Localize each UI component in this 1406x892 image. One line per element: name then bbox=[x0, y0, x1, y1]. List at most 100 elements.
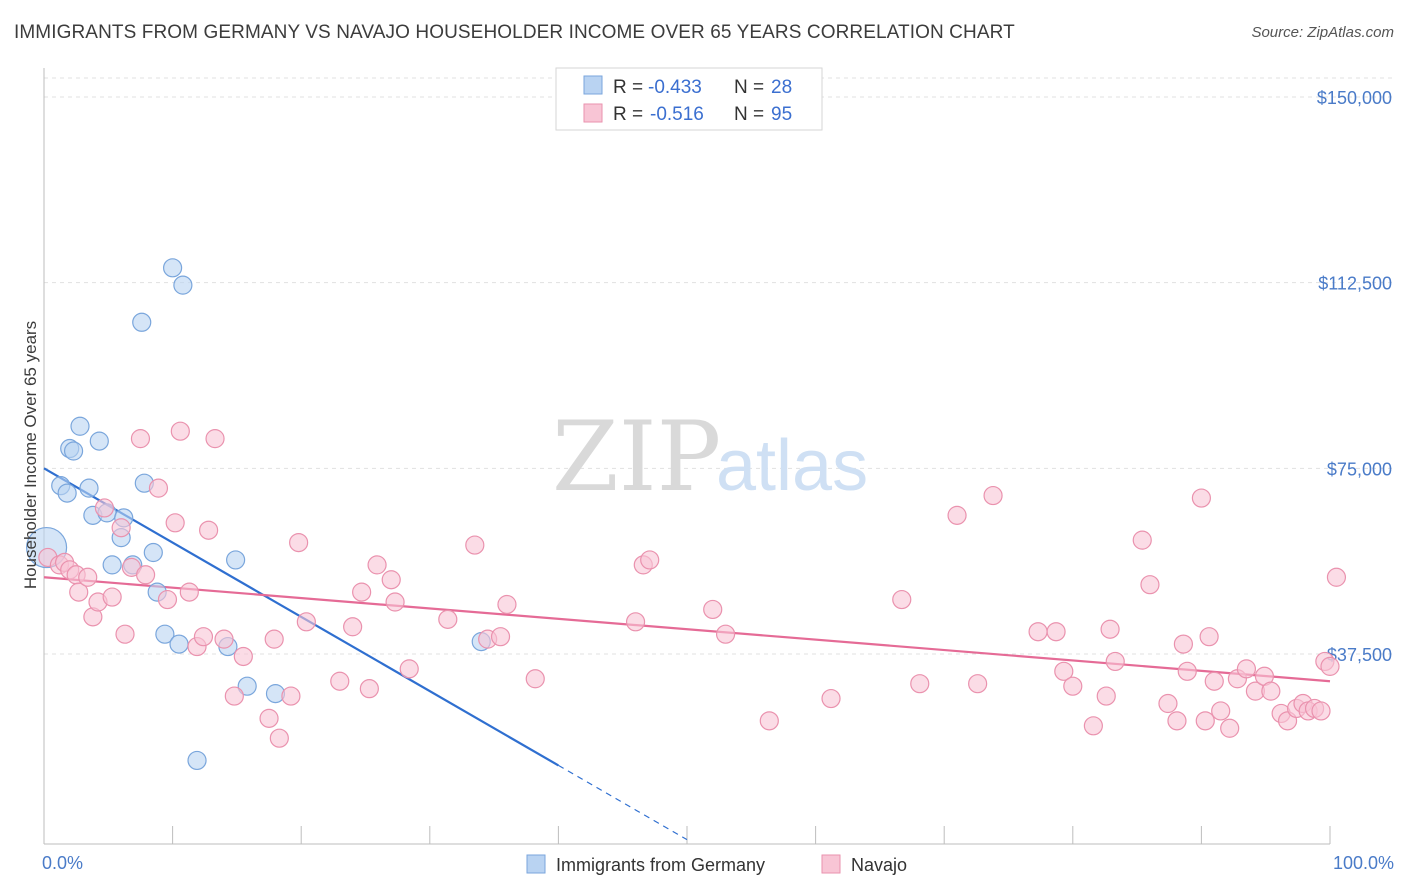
legend-r-value-2: -0.516 bbox=[650, 104, 704, 125]
germany-point bbox=[63, 441, 84, 461]
navajo-point bbox=[259, 708, 279, 728]
navajo-point bbox=[111, 518, 131, 538]
navajo-point bbox=[205, 429, 225, 449]
legend-n-value-1: 28 bbox=[771, 77, 792, 98]
y-tick-label: $75,000 bbox=[1327, 459, 1392, 479]
navajo-point bbox=[1311, 701, 1331, 721]
y-tick-label: $112,500 bbox=[1318, 274, 1392, 294]
legend-r-value-1: -0.433 bbox=[648, 77, 702, 98]
germany-point bbox=[143, 542, 163, 563]
series-legend: Immigrants from Germany Navajo bbox=[526, 854, 907, 875]
navajo-point bbox=[1199, 627, 1219, 647]
navajo-point bbox=[1211, 701, 1231, 721]
germany-point bbox=[173, 275, 193, 295]
navajo-point bbox=[525, 669, 545, 689]
navajo-point bbox=[497, 594, 517, 615]
correlation-legend: R = -0.433 N = 28 R = -0.516 N = 95 bbox=[555, 67, 823, 131]
navajo-point bbox=[135, 565, 156, 585]
legend-n-label-2: N = bbox=[734, 104, 764, 125]
bottom-legend-label-navajo: Navajo bbox=[851, 855, 907, 875]
navajo-point bbox=[269, 728, 289, 748]
navajo-point bbox=[170, 421, 190, 441]
germany-point bbox=[155, 624, 175, 644]
navajo-point bbox=[214, 629, 234, 649]
navajo-point bbox=[1204, 671, 1224, 691]
germany-point bbox=[57, 483, 77, 503]
navajo-point bbox=[821, 688, 841, 709]
navajo-point bbox=[115, 624, 135, 644]
navajo-point bbox=[399, 659, 419, 679]
navajo-point bbox=[703, 599, 723, 620]
navajo-point bbox=[130, 429, 151, 449]
navajo-point bbox=[465, 535, 485, 555]
navajo-point bbox=[289, 532, 309, 553]
navajo-point bbox=[199, 520, 219, 540]
legend-swatch-blue bbox=[583, 75, 603, 95]
chart-title: IMMIGRANTS FROM GERMANY VS NAVAJO HOUSEH… bbox=[14, 22, 1015, 43]
navajo-point bbox=[983, 485, 1003, 506]
navajo-point bbox=[1140, 575, 1160, 595]
bottom-legend-swatch-blue bbox=[526, 854, 546, 874]
axes-layer: $37,500 $75,000 $112,500 $150,000 0.0% 100.0% bbox=[42, 68, 1394, 873]
navajo-point bbox=[715, 624, 736, 644]
navajo-point bbox=[625, 612, 646, 632]
x-tick-label-max: 100.0% bbox=[1333, 853, 1394, 873]
germany-point bbox=[163, 258, 183, 278]
navajo-point bbox=[1236, 659, 1257, 679]
navajo-point bbox=[296, 612, 316, 632]
navajo-point bbox=[1100, 619, 1120, 639]
y-tick-label: $37,500 bbox=[1327, 645, 1392, 665]
navajo-point bbox=[224, 686, 244, 706]
y-axis-label: Householder Income Over 65 years bbox=[21, 321, 40, 589]
germany-point bbox=[187, 750, 207, 771]
legend-n-label-1: N = bbox=[734, 77, 764, 98]
grid-layer bbox=[44, 77, 1392, 655]
navajo-point bbox=[947, 505, 967, 525]
germany-point bbox=[169, 634, 189, 654]
germany-point bbox=[79, 478, 99, 498]
navajo-point bbox=[78, 567, 98, 587]
navajo-point bbox=[1105, 651, 1125, 672]
y-tick-label: $150,000 bbox=[1317, 88, 1392, 108]
navajo-point bbox=[179, 582, 199, 602]
navajo-point bbox=[1195, 711, 1215, 731]
navajo-point bbox=[1320, 656, 1340, 676]
navajo-point bbox=[1096, 686, 1116, 706]
navajo-point bbox=[330, 671, 350, 691]
navajo-point bbox=[157, 589, 178, 610]
navajo-point bbox=[94, 498, 115, 518]
navajo-point bbox=[359, 679, 379, 699]
navajo-point bbox=[1063, 676, 1083, 696]
navajo-point bbox=[165, 513, 185, 533]
navajo-point bbox=[343, 617, 363, 637]
navajo-point bbox=[1046, 622, 1066, 642]
germany-point bbox=[226, 550, 246, 570]
legend-n-value-2: 95 bbox=[771, 104, 792, 125]
bottom-legend-swatch-pink bbox=[821, 854, 841, 874]
germany-trend-extension bbox=[558, 764, 688, 841]
navajo-point bbox=[148, 478, 169, 498]
navajo-point bbox=[352, 582, 372, 602]
navajo-point bbox=[1132, 530, 1152, 550]
navajo-point bbox=[1173, 634, 1193, 654]
navajo-point bbox=[193, 627, 214, 647]
chart-source: Source: ZipAtlas.com bbox=[1251, 24, 1394, 41]
navajo-point bbox=[968, 674, 988, 694]
germany-point bbox=[70, 416, 90, 436]
navajo-point bbox=[910, 674, 930, 694]
navajo-point bbox=[1167, 711, 1187, 731]
legend-r-label-1: R = bbox=[613, 77, 643, 98]
navajo-point bbox=[264, 629, 284, 649]
navajo-point bbox=[759, 711, 779, 731]
navajo-point bbox=[1054, 661, 1074, 681]
germany-point bbox=[89, 431, 109, 451]
navajo-point bbox=[1158, 693, 1178, 714]
navajo-point bbox=[640, 550, 660, 570]
x-tick-label-min: 0.0% bbox=[42, 853, 83, 873]
navajo-point bbox=[233, 646, 253, 667]
watermark: ZIP atlas bbox=[552, 401, 868, 513]
navajo-point bbox=[490, 627, 511, 647]
navajo-point bbox=[1083, 716, 1103, 736]
navajo-point bbox=[1326, 567, 1347, 587]
